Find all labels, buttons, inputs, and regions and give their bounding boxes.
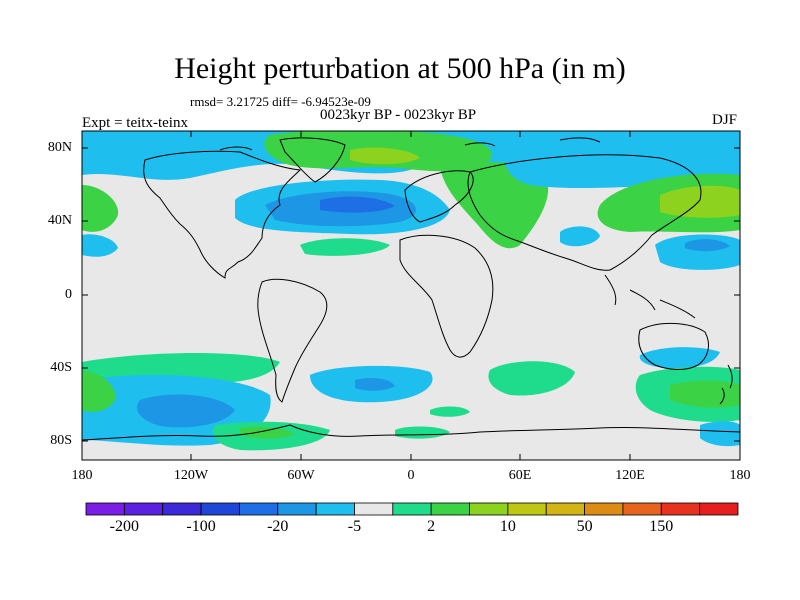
colorbar-swatch bbox=[660, 502, 701, 516]
colorbar-swatch bbox=[622, 502, 662, 516]
colorbar-swatch bbox=[239, 502, 279, 516]
colorbar bbox=[85, 502, 739, 516]
coastline-south-america bbox=[257, 278, 328, 403]
contour-natlantic-center bbox=[320, 196, 395, 213]
coastline-europe bbox=[404, 170, 474, 223]
period-text: 0023kyr BP - 0023kyr BP bbox=[320, 107, 477, 123]
colorbar-label: 10 bbox=[499, 518, 516, 535]
contour-antarctic-small bbox=[395, 426, 450, 439]
contour-subtropics-positive bbox=[300, 238, 390, 256]
coastline-australia bbox=[638, 322, 709, 370]
x-tick-label: 120E bbox=[615, 468, 645, 483]
coastline-asia bbox=[467, 154, 702, 271]
contour-wpacific-core bbox=[685, 239, 730, 252]
contour-greenland-core bbox=[350, 147, 420, 165]
colorbar-swatch bbox=[162, 502, 202, 516]
colorbar-label: 50 bbox=[576, 518, 593, 535]
coastline-greenland bbox=[279, 137, 346, 183]
colorbar-swatch bbox=[392, 502, 432, 516]
x-tick-label: 120W bbox=[173, 468, 209, 483]
contour-sh-atlantic-core bbox=[355, 378, 395, 391]
colorbar-swatch bbox=[430, 502, 470, 516]
coastline-africa bbox=[399, 234, 494, 358]
colorbar-label: 150 bbox=[649, 518, 674, 535]
y-tick-label: 80S bbox=[50, 433, 72, 448]
coastline-north-america bbox=[143, 150, 302, 279]
contour-west-positive bbox=[82, 185, 119, 232]
colorbar-swatch bbox=[584, 502, 624, 516]
colorbar-swatch bbox=[85, 502, 125, 516]
contour-siberia-negative bbox=[505, 142, 708, 189]
contour-sh-pacific-core bbox=[136, 394, 235, 428]
colorbar-swatch bbox=[200, 502, 240, 516]
x-tick-label: 180 bbox=[71, 468, 93, 483]
colorbar-label: -100 bbox=[186, 518, 216, 535]
axis-ticks bbox=[82, 131, 740, 460]
coastline-arctic-islands bbox=[219, 137, 601, 151]
contour-sh-pacific-positive bbox=[82, 353, 280, 383]
y-tick-label: 40S bbox=[50, 360, 72, 375]
colorbar-swatch bbox=[315, 502, 355, 516]
y-tick-label: 0 bbox=[65, 287, 72, 302]
x-tick-label: 0 bbox=[407, 468, 415, 483]
contour-west-sh-positive bbox=[82, 370, 116, 412]
colorbar-label: -20 bbox=[267, 518, 289, 535]
x-tick-label: 60E bbox=[508, 468, 532, 483]
x-tick-label: 60W bbox=[287, 468, 315, 483]
colorbar-swatch bbox=[507, 502, 547, 516]
coastline-se-asia bbox=[604, 274, 696, 319]
experiment-label: Expt = teitx-teinx bbox=[82, 115, 188, 131]
plot-title: Height perturbation at 500 hPa (in m) bbox=[174, 52, 626, 85]
y-tick-label: 80N bbox=[47, 140, 72, 155]
colorbar-swatch bbox=[277, 502, 317, 516]
y-tick-label: 40N bbox=[47, 213, 72, 228]
contour-asia-negative bbox=[560, 226, 600, 247]
x-tick-label: 180 bbox=[729, 468, 751, 483]
colorbar-label: 2 bbox=[427, 518, 436, 535]
coastline-new-zealand bbox=[719, 364, 733, 405]
coastlines bbox=[82, 137, 740, 441]
contour-sh-indian-positive bbox=[488, 361, 575, 396]
colorbar-label: -5 bbox=[347, 518, 362, 535]
colorbar-label: -200 bbox=[109, 518, 140, 535]
colorbar-swatch bbox=[469, 502, 509, 516]
contour-europe-positive bbox=[440, 162, 549, 249]
stats-text: rmsd= 3.21725 diff= -6.94523e-09 bbox=[190, 94, 371, 109]
colorbar-swatch bbox=[545, 502, 585, 516]
colorbar-swatch bbox=[699, 502, 739, 516]
colorbar-swatch bbox=[354, 502, 394, 516]
contour-fields bbox=[82, 131, 740, 451]
contour-antarctic-green bbox=[240, 426, 295, 439]
season-label: DJF bbox=[712, 112, 738, 128]
contour-west-negative bbox=[82, 234, 118, 257]
coastline-antarctica bbox=[82, 424, 740, 441]
colorbar-swatch bbox=[123, 502, 164, 516]
contour-npacific-core bbox=[660, 185, 740, 218]
contour-antarctic-east bbox=[700, 421, 740, 447]
contour-antarctic-small2 bbox=[430, 406, 470, 417]
